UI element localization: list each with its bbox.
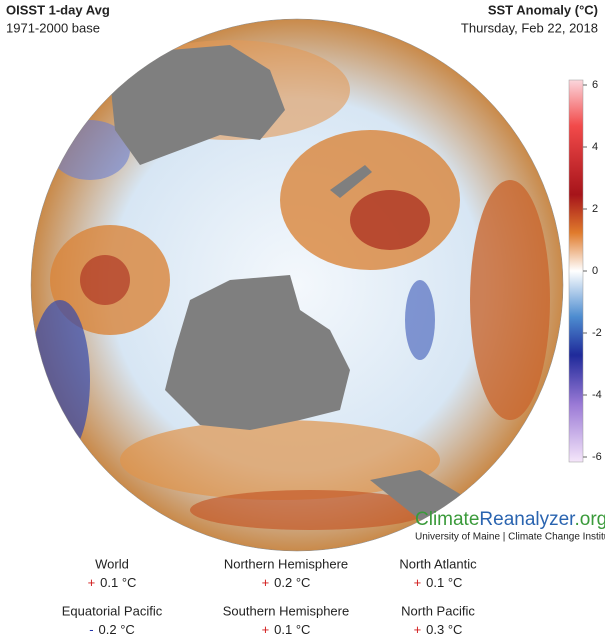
subtitle: 1971-2000 base (6, 20, 100, 35)
stat-sign: - (89, 622, 93, 637)
stat-value: +0.1 °C (88, 575, 137, 590)
stat-name: North Atlantic (399, 556, 477, 571)
new-zealand (330, 165, 372, 198)
stat-value: +0.1 °C (414, 575, 463, 590)
stat-sign: + (414, 622, 422, 637)
stat-number: 0.2 °C (99, 622, 135, 637)
stat-number: 0.2 °C (274, 575, 310, 590)
stat-name: Northern Hemisphere (224, 556, 348, 571)
stat-value: +0.2 °C (262, 575, 311, 590)
stat-name: World (95, 556, 129, 571)
stat-value: +0.1 °C (262, 622, 311, 637)
colorbar-label: -4 (592, 389, 602, 401)
stat-sign: + (88, 575, 96, 590)
colorbar-label: -2 (592, 327, 602, 339)
logo-part: .org (574, 509, 605, 530)
stat-number: 0.1 °C (100, 575, 136, 590)
globe (31, 19, 563, 551)
colorbar-label: 2 (592, 203, 598, 215)
australia (110, 45, 285, 165)
logo-tagline: University of Maine | Climate Change Ins… (415, 532, 605, 543)
colorbar-label: 4 (592, 141, 598, 153)
stat-sign: + (414, 575, 422, 590)
colorbar-label: 6 (592, 79, 598, 91)
stat-value: -0.2 °C (89, 622, 135, 637)
logo-part: Climate (415, 509, 479, 530)
stat-value: +0.3 °C (414, 622, 463, 637)
stat-number: 0.1 °C (426, 575, 462, 590)
stat-name: Equatorial Pacific (62, 603, 163, 618)
date: Thursday, Feb 22, 2018 (461, 20, 598, 35)
stat-number: 0.1 °C (274, 622, 310, 637)
globe-outline (30, 18, 564, 552)
stat-sign: + (262, 575, 270, 590)
stat-sign: + (262, 622, 270, 637)
colorbar-label: 0 (592, 265, 598, 277)
stat-number: 0.3 °C (426, 622, 462, 637)
stat-name: North Pacific (401, 603, 475, 618)
variable: SST Anomaly (°C) (488, 2, 598, 17)
title: OISST 1-day Avg (6, 2, 110, 17)
colorbar-label: -6 (592, 451, 602, 463)
antarctica (165, 275, 350, 430)
colorbar (568, 79, 584, 463)
logo: ClimateReanalyzer.org (415, 509, 605, 530)
logo-part: Reanalyzer (479, 509, 576, 530)
stat-name: Southern Hemisphere (223, 603, 349, 618)
